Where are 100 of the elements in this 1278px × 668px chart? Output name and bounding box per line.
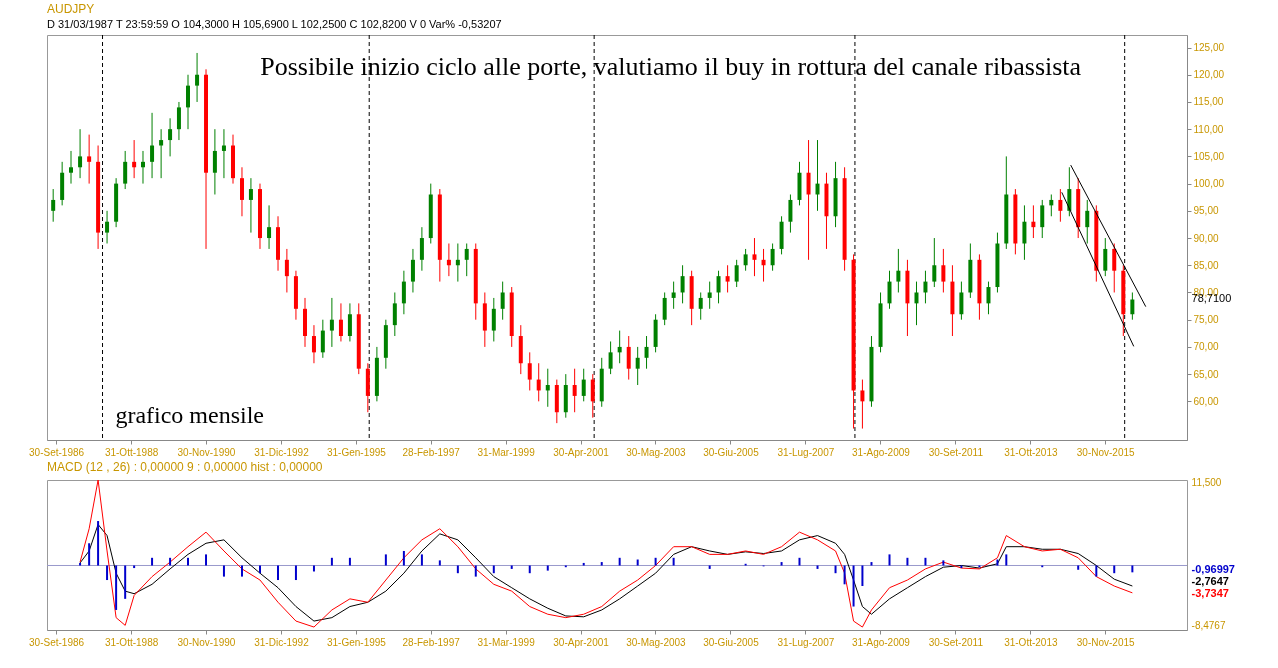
x-tick-label: 31-Dic-1992 xyxy=(254,446,310,458)
candlestick xyxy=(698,291,703,321)
candlestick xyxy=(212,128,217,195)
bar xyxy=(438,560,441,566)
candlestick xyxy=(320,319,325,359)
candlestick xyxy=(734,259,739,288)
candlestick xyxy=(159,128,164,179)
y-tick-label: 100,00 xyxy=(1193,178,1225,190)
x-tick-label: 28-Feb-1997 xyxy=(402,636,461,648)
candlestick xyxy=(527,351,532,391)
bar xyxy=(834,565,837,574)
candlestick xyxy=(168,117,173,157)
candlestick xyxy=(896,248,901,293)
candlestick xyxy=(1022,204,1027,261)
bar xyxy=(474,565,477,577)
candlestick xyxy=(923,270,928,304)
bar xyxy=(924,557,927,566)
candlestick xyxy=(410,248,415,293)
candlestick xyxy=(941,248,946,293)
chart-title: MACD (12 , 26) : 0,00000 9 : 0,00000 hist : 0,00000 xyxy=(47,460,323,474)
bar xyxy=(960,565,963,569)
bar xyxy=(861,565,864,587)
bar xyxy=(312,565,315,572)
candlestick xyxy=(752,237,757,277)
candlestick xyxy=(608,340,613,375)
y-tick-label: 110,00 xyxy=(1193,123,1224,135)
candlestick xyxy=(635,346,640,386)
candlestick xyxy=(311,324,316,364)
bar xyxy=(240,565,243,577)
x-tick-label: 30-Apr-2001 xyxy=(553,446,610,458)
x-tick-label: 31-Ott-1988 xyxy=(104,636,159,648)
text: -0,96997 xyxy=(1191,563,1235,575)
text: 11,500 xyxy=(1191,477,1222,488)
bar xyxy=(384,554,387,566)
candlestick xyxy=(617,330,622,364)
candlestick xyxy=(887,270,892,310)
candlestick xyxy=(491,297,496,342)
y-tick-label: 115,00 xyxy=(1193,96,1224,108)
candlestick xyxy=(860,379,865,430)
x-tick-label: 31-Mar-1999 xyxy=(477,446,536,458)
candlestick xyxy=(1058,188,1063,223)
bar xyxy=(151,557,154,566)
x-tick-label: 30-Mag-2003 xyxy=(626,446,687,458)
bar xyxy=(1077,565,1080,570)
bar xyxy=(88,543,91,566)
candlestick xyxy=(500,281,505,321)
candlestick xyxy=(1112,242,1117,293)
x-tick-label: 30-Set-2011 xyxy=(928,446,984,458)
bar xyxy=(816,565,819,569)
x-tick-label: 30-Giu-2005 xyxy=(703,636,760,648)
candlestick xyxy=(761,248,766,283)
candlestick xyxy=(141,150,145,185)
candlestick xyxy=(1040,199,1045,239)
candlestick xyxy=(680,264,685,304)
candlestick xyxy=(1085,199,1090,244)
bar xyxy=(169,557,172,566)
candlestick xyxy=(914,281,919,326)
y-tick-label: 65,00 xyxy=(1193,368,1219,380)
candlestick xyxy=(815,139,820,212)
bar xyxy=(618,557,621,566)
text: -8,4767 xyxy=(1191,619,1226,631)
y-tick-label: 95,00 xyxy=(1193,205,1219,217)
x-tick-label: 28-Feb-1997 xyxy=(402,446,461,458)
candlestick xyxy=(545,368,550,408)
candlestick xyxy=(69,150,74,185)
candlestick xyxy=(176,101,181,141)
x-tick-label: 30-Nov-1990 xyxy=(177,446,236,458)
x-tick-label: 31-Gen-1995 xyxy=(326,446,387,458)
candlestick xyxy=(284,248,289,293)
candlestick xyxy=(132,139,137,179)
x-tick-label: 30-Nov-1990 xyxy=(177,636,236,648)
candlestick xyxy=(105,210,110,244)
x-tick-label: 30-Set-1986 xyxy=(29,446,85,458)
candlestick xyxy=(329,297,334,348)
text: -3,7347 xyxy=(1191,587,1229,599)
candlestick xyxy=(1067,166,1072,217)
x-tick-label: 30-Set-1986 xyxy=(29,636,85,648)
bar xyxy=(1113,565,1116,574)
x-tick-label: 30-Giu-2005 xyxy=(703,446,760,458)
bar xyxy=(906,557,909,566)
bar xyxy=(222,565,225,577)
x-tick-label: 30-Apr-2001 xyxy=(553,636,610,648)
bar xyxy=(106,565,109,581)
candlestick xyxy=(51,188,56,223)
candlestick xyxy=(716,270,721,304)
candlestick xyxy=(150,112,155,179)
bar xyxy=(420,554,423,566)
candlestick xyxy=(788,194,793,234)
y-tick-label: 90,00 xyxy=(1193,232,1219,244)
y-tick-label: 85,00 xyxy=(1193,259,1219,271)
candlestick xyxy=(743,248,748,272)
candlestick xyxy=(707,281,712,310)
candlestick xyxy=(186,74,191,130)
candlestick xyxy=(770,242,775,272)
bar xyxy=(187,557,190,566)
bar xyxy=(259,565,261,574)
bar xyxy=(843,565,846,585)
candlestick xyxy=(1031,204,1036,239)
bar xyxy=(510,565,513,569)
bar xyxy=(672,557,675,566)
